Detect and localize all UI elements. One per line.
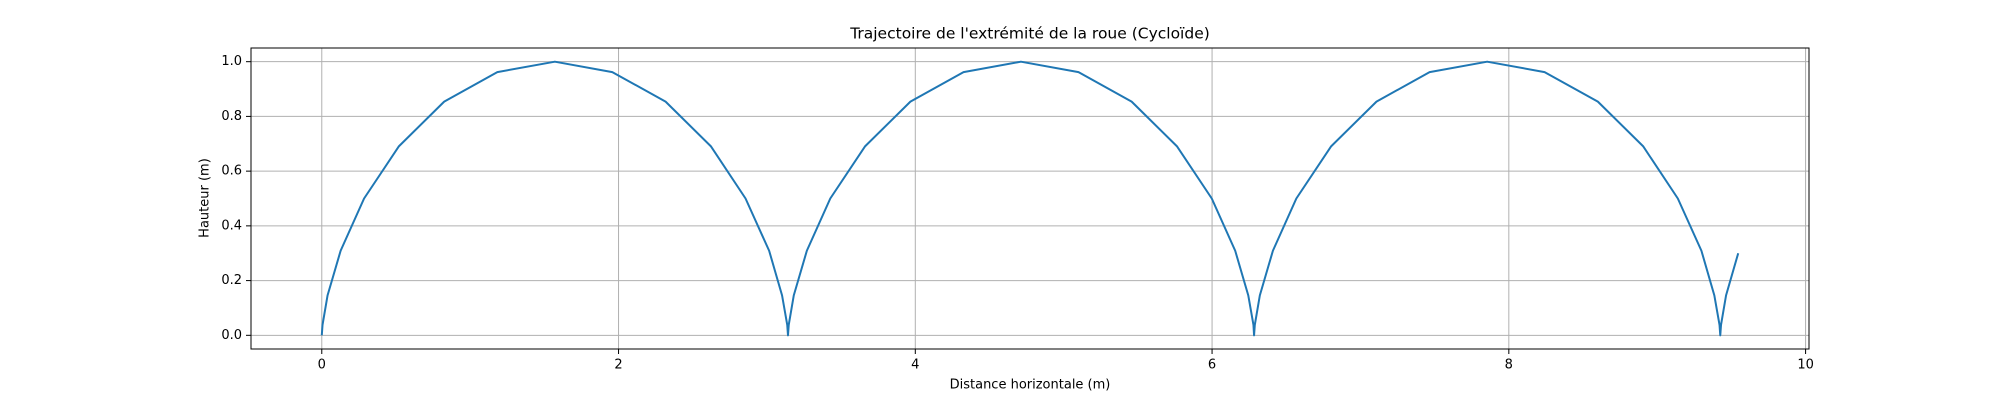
y-axis-label: Hauteur (m) — [198, 158, 213, 238]
line-series — [320, 60, 1740, 337]
x-tick-label: 0 — [318, 358, 326, 373]
y-tick-label: 1.0 — [221, 54, 242, 69]
x-tick-label: 10 — [1797, 358, 1814, 373]
axes-frame — [250, 47, 1810, 350]
x-tick-label: 8 — [1505, 358, 1513, 373]
chart-title: Trajectoire de l'extrémité de la roue (C… — [849, 25, 1210, 43]
y-tick-label: 0.4 — [221, 218, 242, 233]
x-axis-label: Distance horizontale (m) — [950, 378, 1111, 393]
y-tick-label: 0.8 — [221, 109, 242, 124]
x-tick-label: 2 — [614, 358, 622, 373]
y-tick-label: 0.6 — [221, 164, 242, 179]
x-tick-label: 6 — [1208, 358, 1216, 373]
y-tick-label: 0.0 — [221, 328, 242, 343]
y-tick-label: 0.2 — [221, 273, 242, 288]
x-tick-label: 4 — [911, 358, 919, 373]
